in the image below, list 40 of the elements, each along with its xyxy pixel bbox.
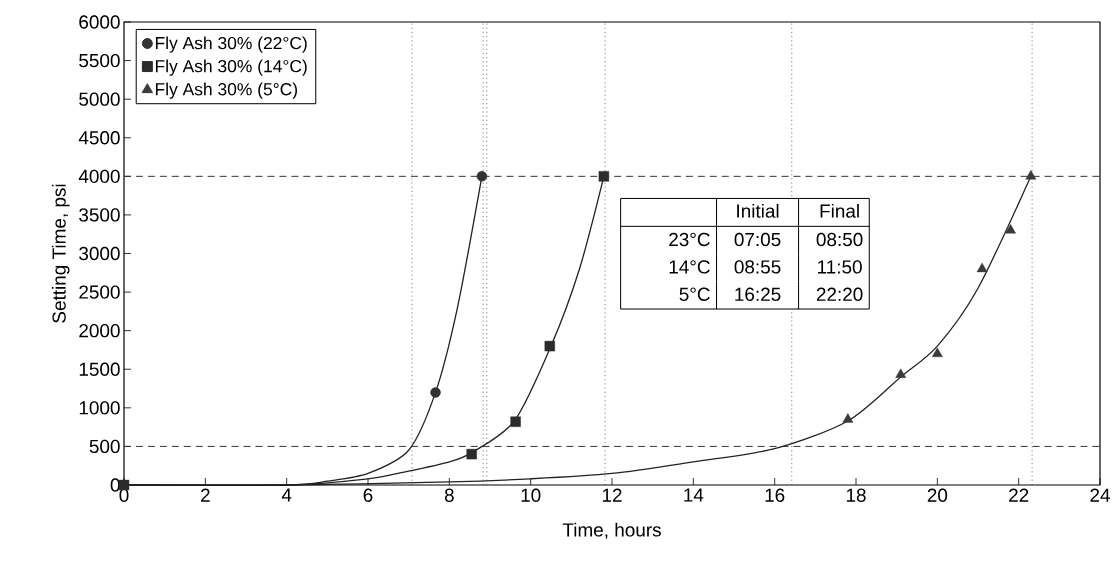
annotation: 16:25 — [735, 287, 781, 301]
x-tick-label: 8 — [444, 488, 454, 502]
x-tick-label: 22 — [1009, 488, 1029, 502]
y-tick-label: 6000 — [79, 15, 120, 29]
x-tick-label: 4 — [281, 488, 292, 502]
x-axis-title: Time, hours — [562, 522, 661, 539]
y-tick-label: 4500 — [78, 131, 120, 145]
annotation: 23°C — [669, 232, 710, 247]
x-tick-label: 14 — [684, 488, 704, 502]
legend-label: Fly Ash 30% (5°C) — [155, 82, 297, 99]
x-tick-label: 2 — [201, 488, 210, 502]
annotation: Initial — [737, 203, 779, 218]
x-tick-label: 6 — [363, 488, 373, 502]
y-tick-label: 1000 — [79, 401, 120, 415]
y-tick-label: 4000 — [78, 169, 120, 184]
y-tick-label: 5500 — [79, 53, 120, 68]
y-axis-title: Setting Time, psi — [51, 184, 70, 323]
y-tick-label: 2500 — [79, 285, 120, 299]
annotation: 08:55 — [734, 260, 781, 274]
annotation: 22:20 — [816, 287, 863, 301]
annotation: 14°C — [669, 260, 710, 274]
annotation: 5°C — [679, 287, 710, 301]
y-tick-label: 2000 — [79, 323, 120, 338]
annotation: 11:50 — [818, 260, 862, 274]
x-tick-label: 20 — [927, 488, 948, 502]
x-tick-label: 10 — [521, 488, 541, 502]
y-tick-label: 5000 — [79, 92, 120, 106]
legend-label: Fly Ash 30% (22°C) — [155, 36, 307, 53]
x-tick-label: 12 — [602, 488, 622, 502]
y-tick-label: 3500 — [79, 208, 120, 222]
annotation: 07:05 — [734, 232, 781, 247]
legend-label: Fly Ash 30% (14°C) — [155, 59, 307, 76]
annotation: Final — [820, 203, 859, 218]
y-tick-label: 3000 — [79, 246, 120, 261]
annotation: 08:50 — [816, 232, 863, 247]
x-tick-label: 16 — [765, 488, 785, 502]
y-tick-label: 1500 — [79, 362, 120, 376]
x-tick-label: 24 — [1090, 488, 1110, 502]
x-tick-label: 18 — [846, 488, 866, 502]
y-tick-label: 500 — [89, 439, 120, 454]
